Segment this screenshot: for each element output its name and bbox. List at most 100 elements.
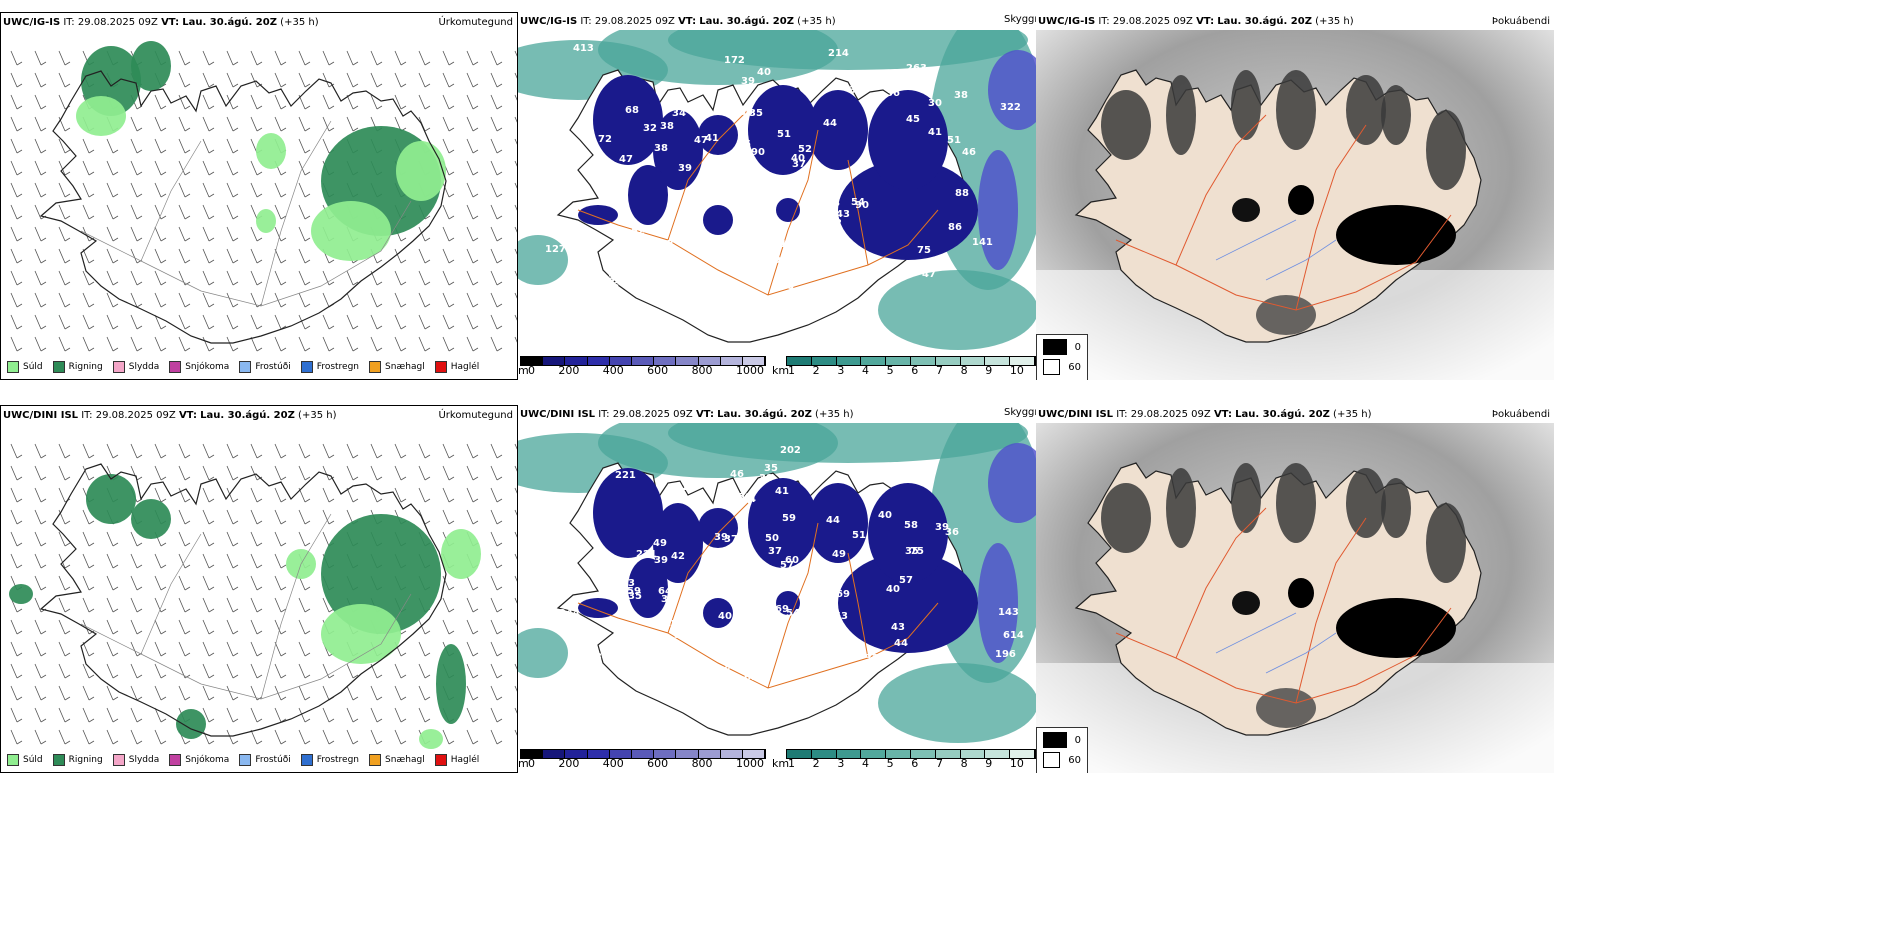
wind-barb — [466, 465, 479, 481]
colorbar-segment — [985, 750, 1011, 758]
visibility-value: 75 — [917, 245, 931, 256]
wind-barb — [34, 72, 47, 88]
wind-barb — [346, 336, 359, 352]
wind-barb — [298, 314, 311, 330]
wind-barb — [322, 116, 335, 132]
fog-area — [1166, 75, 1196, 155]
wind-barb — [274, 575, 287, 591]
legend-item: Frostregn — [300, 361, 359, 373]
visibility-value: 51 — [777, 129, 791, 140]
colorbar-tick: 7 — [935, 364, 943, 377]
fog-area — [1381, 478, 1411, 538]
visibility-value: 54 — [786, 608, 800, 619]
wind-barb — [394, 663, 407, 679]
fog-area — [1231, 463, 1261, 533]
fog-swatch-60 — [1043, 752, 1061, 768]
wind-barb — [226, 248, 239, 264]
colorbar-segment — [521, 750, 544, 758]
cloud-base-area — [628, 558, 668, 618]
wind-barb — [226, 160, 239, 176]
wind-barb — [178, 248, 191, 264]
colorbar-segment — [521, 357, 544, 365]
wind-barb — [442, 204, 455, 220]
wind-barb — [178, 575, 191, 591]
wind-barb — [154, 314, 167, 330]
cloud-base-area — [653, 110, 703, 190]
visibility-value: 38 — [743, 248, 757, 259]
colorbar-segment — [787, 357, 812, 365]
wind-barb — [442, 72, 455, 88]
wind-barb — [514, 72, 517, 79]
visibility-value: 38 — [817, 563, 831, 574]
wind-barb — [250, 248, 263, 264]
fog-map[interactable] — [1036, 423, 1554, 773]
colorbar-tick: 7 — [935, 757, 943, 770]
wind-barb — [442, 292, 455, 308]
precip-map[interactable] — [1, 424, 517, 749]
cloudbase-colorbar — [520, 749, 766, 759]
colorbar-tick: 9 — [985, 364, 993, 377]
visibility-value: 43 — [891, 622, 905, 633]
visibility-value: 38 — [660, 121, 674, 132]
wind-barb — [202, 641, 215, 657]
visibility-value: 141 — [972, 237, 993, 248]
wind-barb — [466, 487, 479, 503]
visibility-value: 42 — [815, 626, 829, 637]
wind-barb — [394, 685, 407, 701]
wind-barb — [298, 597, 311, 613]
wind-barb — [466, 597, 479, 613]
wind-barb — [202, 226, 215, 242]
roads — [1115, 114, 1452, 311]
coastline — [39, 463, 447, 737]
wind-barb — [250, 597, 263, 613]
wind-barb — [34, 182, 47, 198]
colorbar-segment — [543, 357, 566, 365]
visibility-ticks: 1 2 3 4 5 6 7 8 9 10 — [788, 364, 1024, 377]
colorbar-tick: 600 — [647, 757, 669, 770]
visibility-value: 39 — [654, 555, 668, 566]
fog-swatch-60 — [1043, 359, 1061, 375]
wind-barb — [130, 182, 143, 198]
fog-area — [1276, 463, 1316, 543]
wind-barb — [274, 204, 287, 220]
wind-barb — [178, 487, 191, 503]
wind-barb — [514, 226, 517, 233]
colorbar-tick: 200 — [558, 364, 580, 377]
wind-barb — [274, 729, 287, 745]
wind-barb — [298, 292, 311, 308]
wind-barb — [466, 50, 479, 66]
wind-barb — [490, 575, 503, 591]
wind-barb — [250, 641, 263, 657]
visibility-value: 59 — [627, 586, 641, 597]
wind-barb — [370, 336, 383, 352]
wind-barb — [442, 94, 455, 110]
wind-barb — [130, 575, 143, 591]
panel-title: UWC/DINI ISL IT: 29.08.2025 09Z VT: Lau.… — [520, 409, 854, 420]
wind-barb — [10, 292, 23, 308]
visibility-value: 44 — [826, 515, 840, 526]
visibility-map[interactable]: 47 47 30 41 44 37 50 51 52 41 47 38 35 52 90 68 39 46 48 41… — [518, 30, 1036, 355]
wind-barb — [322, 314, 335, 330]
wind-barb — [298, 160, 311, 176]
visibility-value: 36 — [849, 85, 863, 96]
wind-barb — [34, 50, 47, 66]
wind-barb — [130, 531, 143, 547]
wind-barb — [226, 292, 239, 308]
visibility-value: 438 — [581, 652, 602, 663]
wind-barb — [202, 685, 215, 701]
colorbar-segment — [720, 357, 743, 365]
fog-map[interactable] — [1036, 30, 1554, 380]
visibility-value: 74 — [819, 247, 833, 258]
cloud-base-area — [593, 75, 663, 165]
precip-area — [419, 729, 443, 749]
wind-barb — [298, 50, 311, 66]
precip-map[interactable] — [1, 31, 517, 356]
wind-barb — [10, 182, 23, 198]
legend-item: Frostúði — [239, 361, 291, 373]
visibility-value: 37 — [768, 546, 782, 557]
fog-area — [1101, 90, 1151, 160]
visibility-map[interactable]: 48 38 29 40 54 42 36 45 58 51 43 35 63 57 61 46 44 50 37 38… — [518, 423, 1036, 748]
cloud-base-area — [653, 503, 703, 583]
wind-barb — [418, 685, 431, 701]
wind-barb — [442, 509, 455, 525]
